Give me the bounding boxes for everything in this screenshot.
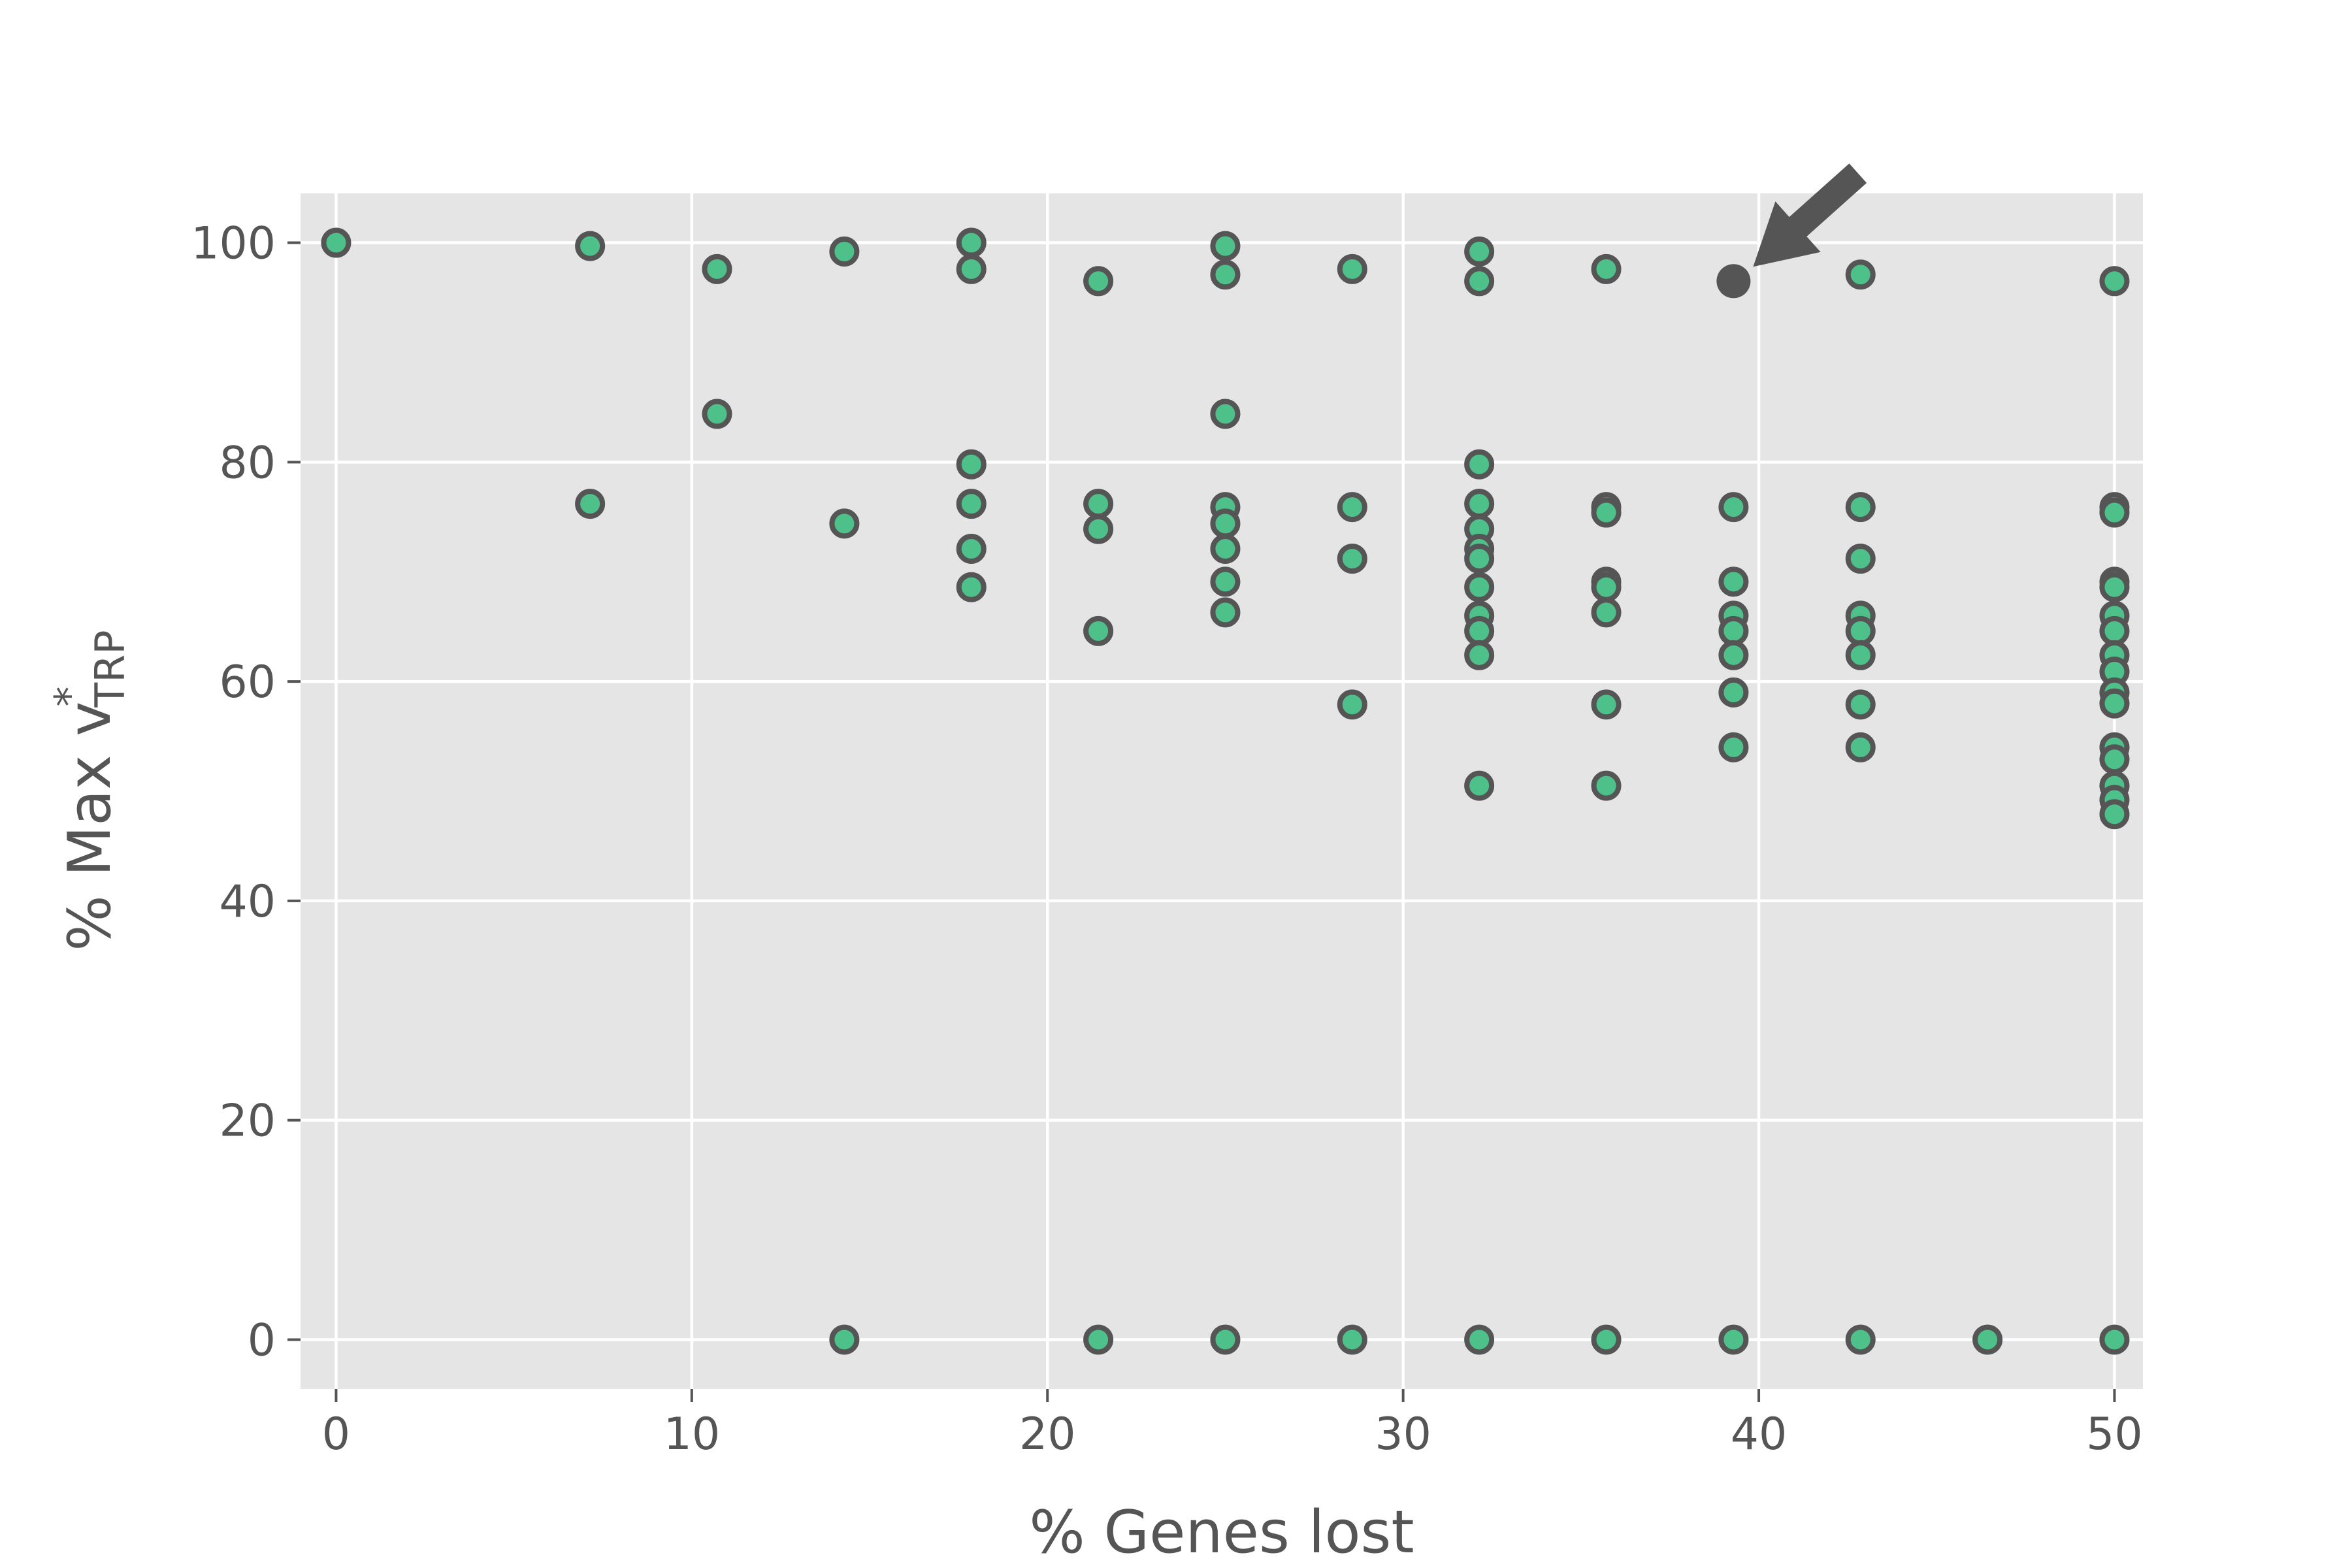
data-point — [1083, 615, 1114, 646]
data-point — [2099, 266, 2130, 297]
data-point — [1464, 640, 1495, 670]
data-point — [2099, 497, 2130, 528]
x-tick-label: 30 — [1375, 1409, 1431, 1460]
data-point — [1718, 1324, 1749, 1355]
data-point — [1210, 597, 1241, 628]
data-point — [1337, 689, 1367, 720]
data-point — [1210, 566, 1241, 597]
data-point — [956, 572, 987, 602]
data-point — [1210, 231, 1241, 261]
data-point — [1591, 253, 1622, 284]
data-point — [1972, 1324, 2003, 1355]
data-point — [1464, 236, 1495, 267]
x-tick-label: 50 — [2086, 1409, 2143, 1460]
data-point — [1464, 1324, 1495, 1355]
data-point — [1337, 1324, 1367, 1355]
x-tick-label: 20 — [1019, 1409, 1076, 1460]
data-point — [1464, 449, 1495, 480]
data-point — [1591, 1324, 1622, 1355]
y-tick-label: 20 — [219, 1096, 276, 1147]
data-point — [1464, 266, 1495, 297]
data-point — [1083, 1324, 1114, 1355]
data-point — [1591, 689, 1622, 720]
data-point — [1845, 492, 1876, 523]
data-point — [1210, 259, 1241, 290]
data-point — [702, 253, 732, 284]
data-point — [1591, 572, 1622, 602]
data-point — [1591, 497, 1622, 528]
y-tick-label: 60 — [219, 657, 276, 708]
data-point — [1464, 544, 1495, 574]
data-point — [1083, 266, 1114, 297]
highlight-layer — [1716, 163, 1867, 299]
data-point — [1464, 572, 1495, 602]
x-tick-labels: 0 10 20 30 40 50 — [322, 1409, 2143, 1460]
data-point — [1845, 1324, 1876, 1355]
y-tick-label: 40 — [219, 876, 276, 928]
data-point — [1464, 615, 1495, 646]
data-point — [829, 508, 860, 539]
data-point — [1210, 399, 1241, 429]
data-point — [1845, 259, 1876, 290]
data-point — [829, 1324, 860, 1355]
annotation-arrow — [1753, 163, 1867, 267]
data-point — [829, 236, 860, 267]
data-point — [1083, 514, 1114, 544]
data-point — [1845, 615, 1876, 646]
y-tick-labels: 0 20 40 60 80 100 — [191, 218, 276, 1367]
data-point — [1718, 732, 1749, 762]
y-axis-label-prefix: % Max v — [56, 702, 124, 951]
highlight-point — [1716, 264, 1751, 299]
y-tick-label: 80 — [219, 437, 276, 489]
data-point — [2099, 744, 2130, 775]
data-point — [1210, 508, 1241, 539]
data-point — [1718, 615, 1749, 646]
data-point — [1591, 597, 1622, 628]
axis-ticks — [287, 241, 2116, 1402]
data-point — [1718, 640, 1749, 670]
data-point — [2099, 572, 2130, 602]
y-tick-label: 100 — [191, 218, 276, 270]
data-point — [2099, 688, 2130, 719]
x-axis-label: % Genes lost — [1029, 1498, 1414, 1567]
data-point — [956, 489, 987, 519]
data-point — [2099, 615, 2130, 646]
data-point — [1337, 492, 1367, 523]
data-point — [1337, 253, 1367, 284]
data-point — [1718, 677, 1749, 708]
y-axis-label: % Max v*TRP — [46, 630, 134, 951]
data-point — [1591, 770, 1622, 801]
data-point — [1210, 533, 1241, 564]
plot-background — [301, 193, 2143, 1389]
data-point — [575, 231, 606, 261]
data-point — [1845, 689, 1876, 720]
data-point — [2099, 799, 2130, 830]
data-point — [956, 533, 987, 564]
data-point — [321, 227, 351, 258]
y-tick-label: 0 — [248, 1315, 276, 1366]
data-point — [1845, 544, 1876, 574]
data-point — [1718, 566, 1749, 597]
data-point — [702, 399, 732, 429]
data-point — [575, 489, 606, 519]
data-point — [1845, 732, 1876, 762]
data-point — [1337, 544, 1367, 574]
data-point — [1464, 489, 1495, 519]
data-point — [1464, 770, 1495, 801]
data-point — [956, 253, 987, 284]
y-axis-label-sub: TRP — [86, 630, 134, 708]
data-point — [2099, 1324, 2130, 1355]
x-tick-label: 40 — [1731, 1409, 1788, 1460]
data-point — [1718, 492, 1749, 523]
y-axis-label-sup: * — [46, 687, 93, 707]
data-point — [956, 449, 987, 480]
x-tick-label: 10 — [664, 1409, 721, 1460]
data-point — [1845, 640, 1876, 670]
data-point — [1210, 1324, 1241, 1355]
data-point — [1083, 489, 1114, 519]
x-tick-label: 0 — [322, 1409, 350, 1460]
data-points — [321, 227, 2130, 1355]
data-point — [956, 227, 987, 258]
